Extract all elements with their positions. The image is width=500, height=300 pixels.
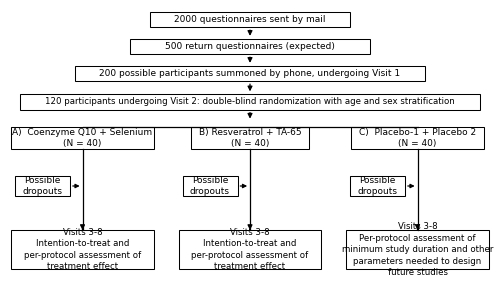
FancyBboxPatch shape — [179, 230, 322, 269]
Text: Possible
dropouts: Possible dropouts — [358, 176, 398, 196]
Text: 500 return questionnaires (expected): 500 return questionnaires (expected) — [165, 42, 335, 51]
Text: B) Resveratrol + TA-65
(N = 40): B) Resveratrol + TA-65 (N = 40) — [198, 128, 302, 148]
FancyBboxPatch shape — [150, 12, 350, 27]
Text: 120 participants undergoing Visit 2: double-blind randomization with age and sex: 120 participants undergoing Visit 2: dou… — [45, 98, 455, 106]
FancyBboxPatch shape — [130, 39, 370, 54]
FancyBboxPatch shape — [182, 176, 238, 196]
Text: Possible
dropouts: Possible dropouts — [190, 176, 230, 196]
Text: Possible
dropouts: Possible dropouts — [22, 176, 62, 196]
FancyBboxPatch shape — [20, 94, 480, 110]
FancyBboxPatch shape — [75, 66, 425, 81]
FancyBboxPatch shape — [350, 176, 405, 196]
Text: Visits 3-8
Intention-to-treat and
per-protocol assessment of
treatment effect: Visits 3-8 Intention-to-treat and per-pr… — [24, 228, 141, 271]
Text: A)  Coenzyme Q10 + Selenium
(N = 40): A) Coenzyme Q10 + Selenium (N = 40) — [12, 128, 152, 148]
Text: 200 possible participants summoned by phone, undergoing Visit 1: 200 possible participants summoned by ph… — [100, 69, 401, 78]
FancyBboxPatch shape — [15, 176, 70, 196]
Text: Visits 3-8
Intention-to-treat and
per-protocol assessment of
treatment effect: Visits 3-8 Intention-to-treat and per-pr… — [192, 228, 308, 271]
Text: C)  Placebo-1 + Placebo 2
(N = 40): C) Placebo-1 + Placebo 2 (N = 40) — [359, 128, 476, 148]
Text: Visits 3-8
Per-protocol assessment of
minimum study duration and other
parameter: Visits 3-8 Per-protocol assessment of mi… — [342, 222, 493, 277]
FancyBboxPatch shape — [191, 127, 308, 149]
FancyBboxPatch shape — [346, 230, 489, 269]
Text: 2000 questionnaires sent by mail: 2000 questionnaires sent by mail — [174, 15, 326, 24]
FancyBboxPatch shape — [351, 127, 484, 149]
FancyBboxPatch shape — [12, 127, 154, 149]
FancyBboxPatch shape — [12, 230, 154, 269]
